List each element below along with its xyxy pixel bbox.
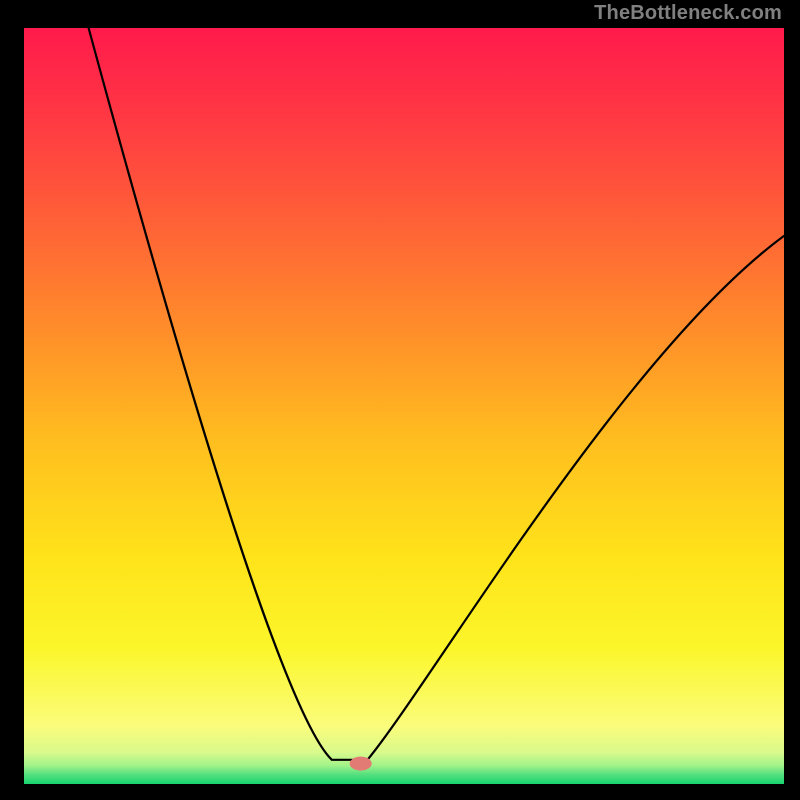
minimum-marker (350, 757, 372, 771)
chart-wrapper: TheBottleneck.com (0, 0, 800, 800)
bottleneck-chart (0, 0, 800, 800)
watermark-label: TheBottleneck.com (594, 2, 782, 25)
gradient-plot-area (24, 28, 784, 784)
